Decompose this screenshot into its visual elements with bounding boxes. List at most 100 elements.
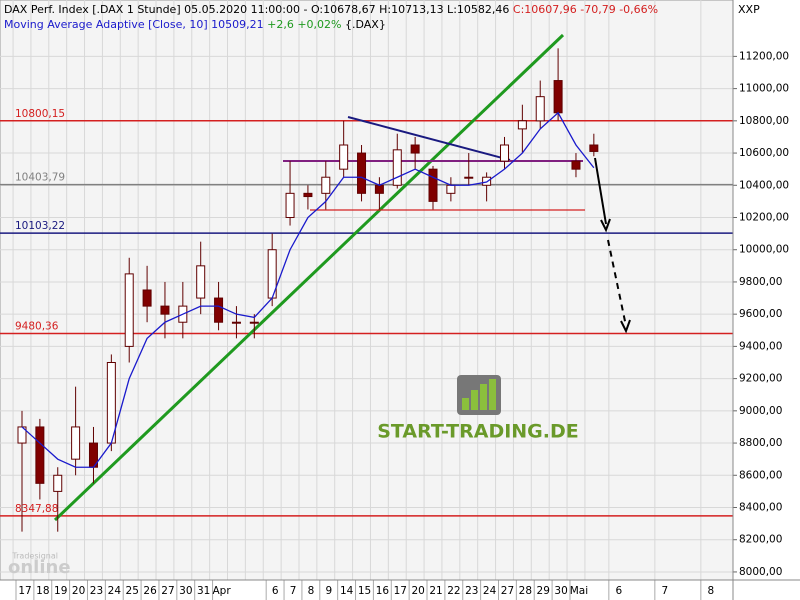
x-tick-label: 7 [661,585,668,597]
candle-body [392,149,402,186]
x-tick-label: 7 [290,585,297,597]
x-tick-label: 23 [465,585,478,597]
level-label: 10800,15 [15,108,65,120]
x-tick-label: 27 [501,585,514,597]
arrow [594,157,607,225]
logo-bar [471,390,478,410]
candle-body [428,168,438,202]
header-text: DAX Perf. Index [.DAX 1 Stunde] 05.05.20… [4,3,509,16]
candle-body [160,305,170,315]
y-tick-label: 9400,00 [739,340,782,352]
x-tick-label: 17 [18,585,31,597]
header-text: {.DAX} [345,18,386,31]
x-tick-label: 30 [179,585,192,597]
x-tick-label: 22 [447,585,460,597]
x-tick-label: 18 [36,585,49,597]
header-text: Moving Average Adaptive [Close, 10] 1050… [4,18,264,31]
candle-body [124,273,134,347]
header-change: +2,6 +0,02% [267,18,341,31]
header-change: C:10607,96 -70,79 -0,66% [513,3,658,16]
x-tick-label: Apr [212,585,231,597]
header-line: Moving Average Adaptive [Close, 10] 1050… [4,18,386,31]
x-tick-label: 15 [358,585,371,597]
candle-body [535,96,545,122]
y-tick-label: 10400,00 [739,179,789,191]
arrow [607,239,627,327]
y-tick-label: 9600,00 [739,308,782,320]
y-tick-label: 9200,00 [739,373,782,385]
y-tick-label: 10600,00 [739,147,789,159]
x-tick-label: 31 [197,585,210,597]
x-tick-label: 30 [554,585,567,597]
candle-body [446,184,456,194]
candle-body [589,144,599,152]
candle-body [71,426,81,460]
logo: START-TRADING.DE [377,375,579,443]
y-tick-label: 10200,00 [739,212,789,224]
candle-body [553,80,563,114]
x-tick-label: 28 [519,585,532,597]
y-tick-label: 9000,00 [739,405,782,417]
candle-body [142,289,152,307]
candle-body [35,426,45,484]
level-label: 8347,88 [15,503,58,515]
x-tick-label: 24 [108,585,122,597]
y-tick-label: 10800,00 [739,115,789,127]
brand: online [8,557,71,578]
x-tick-label: 29 [537,585,550,597]
x-tick-label: 23 [90,585,103,597]
level-label: 10403,79 [15,172,65,184]
y-tick-label: 10000,00 [739,244,789,256]
logo-bar [489,379,496,410]
candle-body [339,144,349,170]
candle-body [571,160,581,170]
candle-body [357,152,367,194]
x-tick-label: 26 [143,585,157,597]
plot-area [0,0,734,581]
x-tick-label: 8 [707,585,714,597]
candle-body [321,176,331,194]
y-tick-label: 11200,00 [739,50,789,62]
logo-bar [462,398,469,410]
x-tick-label: 19 [54,585,67,597]
logo-text: START-TRADING.DE [377,421,579,443]
candle-body [499,144,509,162]
logo-bar [480,384,487,410]
moving-average [21,111,595,468]
uptrend-line [53,33,565,522]
y-tick-label: 8000,00 [739,566,782,578]
x-tick-label: 27 [161,585,174,597]
candles [17,48,599,532]
y-tick-label: 8400,00 [739,502,782,514]
candle-body [517,120,527,130]
candle-body [214,297,224,323]
header-line: DAX Perf. Index [.DAX 1 Stunde] 05.05.20… [4,3,658,16]
candle-body [53,474,63,492]
levels: 10800,15 10403,79 10103,22 9480,36 8347,88 [0,108,733,517]
candle-body [464,176,474,179]
candle-body [410,144,420,154]
candle-body [249,321,259,324]
candle-body [482,176,492,186]
arrow-head [620,319,631,334]
x-tick-label: 20 [72,585,85,597]
candle-body [303,192,313,198]
x-tick-label: 14 [340,585,354,597]
x-tick-label: 17 [394,585,407,597]
x-tick-label: Mai [570,585,588,597]
y-tick-label: 8800,00 [739,437,782,449]
downtrend-line [347,116,511,161]
candle-body [231,321,241,324]
axis-title: XXP [738,3,760,16]
arrow-head [600,218,611,233]
x-tick-label: 6 [272,585,279,597]
candle-body [285,192,295,218]
y-tick-label: 8200,00 [739,534,782,546]
x-tick-label: 24 [483,585,497,597]
x-tick-label: 20 [411,585,424,597]
x-tick-label: 9 [325,585,332,597]
y-tick-label: 8600,00 [739,469,782,481]
x-tick-label: 25 [126,585,139,597]
